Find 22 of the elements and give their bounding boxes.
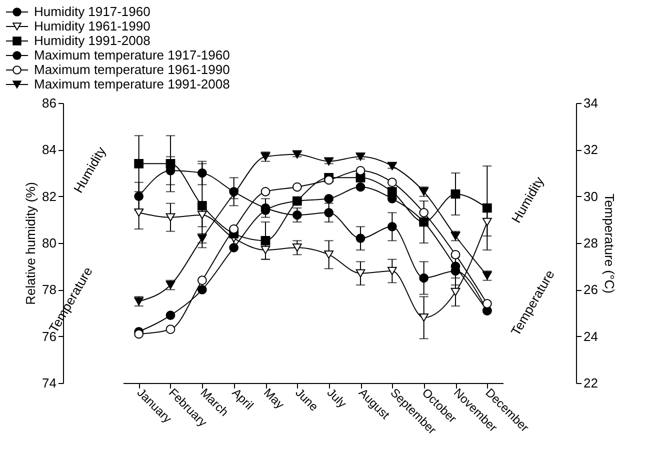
y-tick-label: 80 (42, 236, 56, 250)
y2-tick-label: 34 (584, 96, 598, 110)
y2-tick-label: 24 (584, 328, 598, 344)
x-tick-label: April (229, 386, 256, 412)
y2-tick-label: 30 (584, 188, 598, 204)
y-axis-title: Relative humidity (%) (23, 182, 38, 305)
x-tick-label: July (324, 386, 350, 411)
legend-label: Maximum temperature 1917-1960 (34, 48, 230, 62)
y2-tick-label: 26 (584, 282, 598, 298)
y-tick-label: 74 (42, 376, 56, 390)
legend-label: Humidity 1961-1990 (34, 18, 150, 34)
legend-label: Humidity 1991-2008 (34, 33, 150, 48)
legend-label: Maximum temperature 1991-2008 (34, 76, 230, 92)
y2-axis-title: Temperature (°C) (602, 194, 617, 294)
y2-tick-label: 28 (584, 236, 598, 250)
legend-label: Humidity 1917-1960 (34, 4, 150, 19)
y-tick-label: 86 (42, 96, 56, 110)
y2-tick-label: 32 (584, 142, 598, 158)
y-tick-label: 82 (42, 188, 56, 204)
legend-label: Maximum temperature 1961-1990 (34, 62, 230, 77)
y2-tick-label: 22 (584, 376, 598, 390)
y-tick-label: 84 (42, 142, 56, 158)
